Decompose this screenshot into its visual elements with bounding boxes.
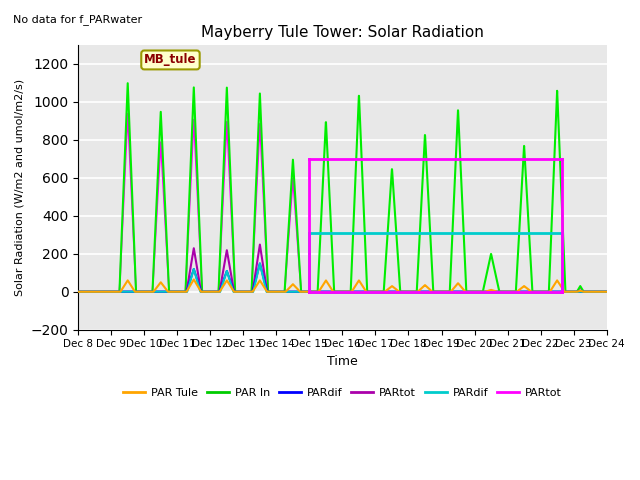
Title: Mayberry Tule Tower: Solar Radiation: Mayberry Tule Tower: Solar Radiation [201, 24, 484, 39]
Legend: PAR Tule, PAR In, PARdif, PARtot, PARdif, PARtot: PAR Tule, PAR In, PARdif, PARtot, PARdif… [119, 384, 566, 403]
Text: MB_tule: MB_tule [144, 53, 196, 66]
Text: No data for f_PARwater: No data for f_PARwater [13, 14, 142, 25]
Y-axis label: Solar Radiation (W/m2 and umol/m2/s): Solar Radiation (W/m2 and umol/m2/s) [15, 79, 25, 296]
X-axis label: Time: Time [327, 355, 358, 368]
